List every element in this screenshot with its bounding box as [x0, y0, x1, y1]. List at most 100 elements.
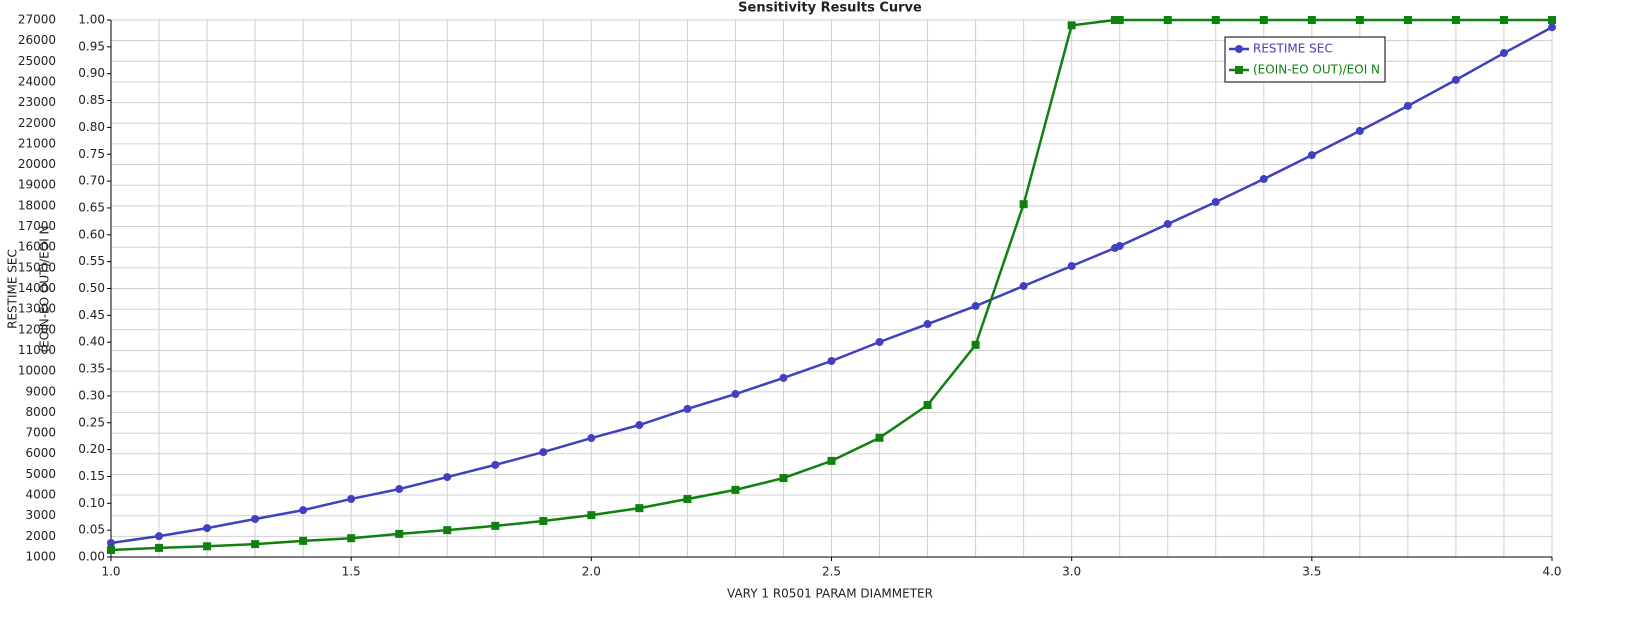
- marker: [1019, 282, 1028, 291]
- marker: [827, 356, 836, 365]
- marker: [203, 542, 212, 551]
- y-tick-label: 20000: [18, 157, 56, 171]
- y-tick-label: 9000: [25, 384, 56, 398]
- marker: [491, 460, 500, 469]
- y2-tick-label: 0.05: [78, 523, 105, 537]
- y-tick-label: 12000: [18, 322, 56, 336]
- marker: [635, 504, 644, 513]
- x-axis-label: VARY 1 R0501 PARAM DIAMMETER: [727, 587, 933, 601]
- legend-label: (EOIN-EO OUT)/EOI N: [1253, 63, 1380, 77]
- y-tick-label: 16000: [18, 240, 56, 254]
- marker: [1307, 151, 1316, 160]
- y-tick-label: 26000: [18, 33, 56, 47]
- marker: [443, 526, 452, 535]
- y2-tick-label: 0.35: [78, 362, 105, 376]
- y-tick-label: 24000: [18, 74, 56, 88]
- legend-box: [1224, 36, 1386, 83]
- marker: [635, 421, 644, 430]
- y-tick-label: 23000: [18, 95, 56, 109]
- y2-tick-label: 0.90: [78, 66, 105, 80]
- marker: [1548, 16, 1556, 24]
- x-tick-label: 3.0: [1062, 565, 1081, 579]
- marker: [107, 538, 115, 547]
- y2-tick-label: 0.20: [78, 442, 105, 456]
- marker: [683, 495, 692, 504]
- y2-tick-label: 0.15: [78, 469, 105, 483]
- marker: [587, 511, 596, 520]
- marker: [251, 540, 260, 549]
- marker: [1307, 16, 1316, 24]
- marker: [1211, 197, 1220, 206]
- marker: [1163, 220, 1172, 229]
- marker: [539, 517, 548, 526]
- marker: [683, 404, 692, 413]
- x-tick-label: 1.5: [342, 565, 361, 579]
- marker: [779, 373, 788, 382]
- marker: [1115, 241, 1124, 250]
- y2-tick-label: 0.95: [78, 39, 105, 53]
- legend-marker: [1235, 66, 1243, 74]
- y-tick-label: 1000: [25, 550, 56, 564]
- x-tick-label: 1.0: [101, 565, 120, 579]
- y2-tick-label: 0.25: [78, 415, 105, 429]
- y2-tick-label: 0.60: [78, 227, 105, 241]
- y-tick-label: 14000: [18, 281, 56, 295]
- marker: [587, 434, 596, 443]
- chart-title: Sensitivity Results Curve: [738, 1, 922, 16]
- y2-tick-label: 0.65: [78, 200, 105, 214]
- y-tick-label: 3000: [25, 508, 56, 522]
- marker: [1548, 23, 1556, 32]
- marker: [731, 485, 740, 494]
- y2-tick-label: 0.80: [78, 120, 105, 134]
- marker: [875, 337, 884, 346]
- marker: [299, 536, 308, 545]
- legend-label: RESTIME SEC: [1253, 42, 1333, 56]
- marker: [923, 401, 932, 410]
- marker: [1403, 16, 1412, 24]
- marker: [875, 433, 884, 442]
- y-tick-label: 5000: [25, 467, 56, 481]
- marker: [971, 302, 980, 311]
- marker: [155, 543, 164, 552]
- marker: [1067, 21, 1076, 30]
- y-tick-label: 7000: [25, 426, 56, 440]
- marker: [1110, 16, 1119, 24]
- marker: [1067, 261, 1076, 270]
- legend-marker: [1235, 45, 1243, 53]
- y-tick-label: 17000: [18, 219, 56, 233]
- y2-tick-label: 0.10: [78, 496, 105, 510]
- y2-tick-label: 0.55: [78, 254, 105, 268]
- series-line: [110, 18, 1552, 552]
- marker: [1355, 16, 1364, 24]
- marker: [1403, 101, 1412, 110]
- marker: [1211, 16, 1220, 24]
- y2-tick-label: 0.75: [78, 147, 105, 161]
- y2-tick-label: 0.85: [78, 93, 105, 107]
- y-axis-label: RESTIME SEC: [6, 249, 20, 329]
- x-tick-label: 4.0: [1542, 565, 1561, 579]
- marker: [1499, 49, 1508, 58]
- series-line: [110, 26, 1553, 545]
- marker: [1259, 175, 1268, 184]
- y-tick-label: 25000: [18, 54, 56, 68]
- y-tick-label: 8000: [25, 405, 56, 419]
- y-tick-label: 2000: [25, 529, 56, 543]
- marker: [827, 456, 836, 465]
- marker: [251, 514, 260, 523]
- marker: [1451, 75, 1460, 84]
- y-tick-label: 6000: [25, 446, 56, 460]
- y-tick-label: 15000: [18, 260, 56, 274]
- y2-tick-label: 0.40: [78, 335, 105, 349]
- grid: [110, 19, 1553, 558]
- y-tick-label: 21000: [18, 136, 56, 150]
- legend: RESTIME SEC (EOIN-EO OUT)/EOI N: [1224, 36, 1386, 83]
- y2-tick-label: 0.00: [78, 550, 105, 564]
- marker: [395, 529, 404, 538]
- marker: [107, 546, 115, 555]
- marker: [347, 534, 356, 543]
- marker: [203, 524, 212, 533]
- marker: [1115, 16, 1124, 24]
- marker: [347, 494, 356, 503]
- y-tick-label: 19000: [18, 178, 56, 192]
